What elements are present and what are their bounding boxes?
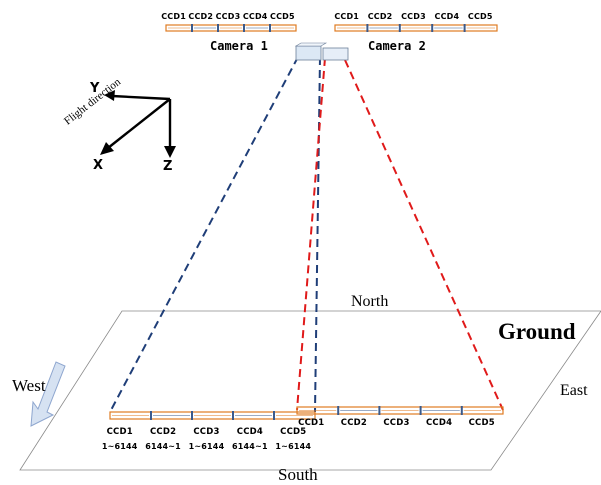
- ground-camera1-ccd-label-4: CCD4: [236, 427, 263, 437]
- ground-camera1-ccd-label-3: CCD3: [193, 427, 220, 437]
- ground-camera2-ccd-label-2: CCD2: [340, 418, 368, 428]
- camera1-body: [294, 42, 328, 61]
- camera2-ccd-label-5: CCD5: [467, 12, 493, 21]
- camera1-ccd-label-1: CCD1: [161, 12, 186, 21]
- ground-camera2-ccd-label-4: CCD4: [425, 418, 453, 428]
- y-arrowhead-icon: [104, 90, 115, 101]
- ground-ccd-array-camera1: [109, 411, 316, 420]
- camera1-ccd-array: [165, 24, 297, 32]
- ground-camera2-ccd-label-5: CCD5: [468, 418, 495, 428]
- axis-triad: [100, 90, 176, 158]
- x-axis-arrow: [107, 98, 171, 149]
- camera1-ccd-label-4: CCD4: [242, 12, 268, 21]
- flight-direction-arrow-icon: [30, 361, 66, 427]
- ground-camera1-ccd-label-5: CCD5: [280, 427, 307, 437]
- camera1-ccd-label-3: CCD3: [215, 12, 241, 21]
- ground-camera1-ccd-label-1: CCD1: [106, 427, 133, 437]
- pixel-range-label-5: 1~6144: [275, 442, 312, 451]
- pixel-range-label-3: 1~6144: [188, 442, 225, 451]
- ground-camera2-ccd-label-3: CCD3: [383, 418, 410, 428]
- camera2-ray-left: [296, 57, 326, 411]
- ground-ccd-array-camera2: [296, 406, 504, 415]
- north-label: North: [351, 293, 389, 310]
- pixel-range-label-1: 1~6144: [101, 442, 138, 451]
- camera2-ccd-label-4: CCD4: [434, 12, 460, 21]
- ground-camera2-ccd-label-1: CCD1: [298, 418, 325, 428]
- camera2-ccd-label-3: CCD3: [401, 12, 426, 21]
- camera1-ray-right: [314, 56, 321, 413]
- camera2-label: Camera 2: [368, 39, 426, 53]
- camera1-ccd-label-2: CCD2: [188, 12, 214, 21]
- camera2-ray-right: [344, 59, 504, 411]
- south-label: South: [278, 465, 318, 484]
- y-axis-label: Y: [90, 81, 100, 96]
- pixel-range-label-2: 6144~1: [145, 442, 181, 451]
- x-axis-label: X: [93, 158, 104, 173]
- camera1-ray-left: [109, 56, 299, 413]
- y-axis-arrow: [111, 94, 171, 101]
- ground-plane: [19, 310, 601, 471]
- camera2-ccd-array: [334, 24, 498, 32]
- camera2-body: [322, 47, 349, 61]
- camera1-ccd-label-5: CCD5: [270, 12, 295, 21]
- camera2-ccd-label-2: CCD2: [367, 12, 393, 21]
- z-axis-label: Z: [163, 159, 173, 174]
- ground-camera1-ccd-label-2: CCD2: [149, 427, 177, 437]
- west-label: West: [12, 376, 46, 395]
- pixel-range-label-4: 6144~1: [232, 442, 268, 451]
- camera2-ccd-label-1: CCD1: [334, 12, 360, 21]
- ground-label: Ground: [498, 319, 576, 344]
- east-label: East: [560, 382, 588, 399]
- camera1-label: Camera 1: [210, 39, 268, 53]
- z-arrowhead-icon: [164, 146, 176, 158]
- x-arrowhead-icon: [100, 142, 114, 155]
